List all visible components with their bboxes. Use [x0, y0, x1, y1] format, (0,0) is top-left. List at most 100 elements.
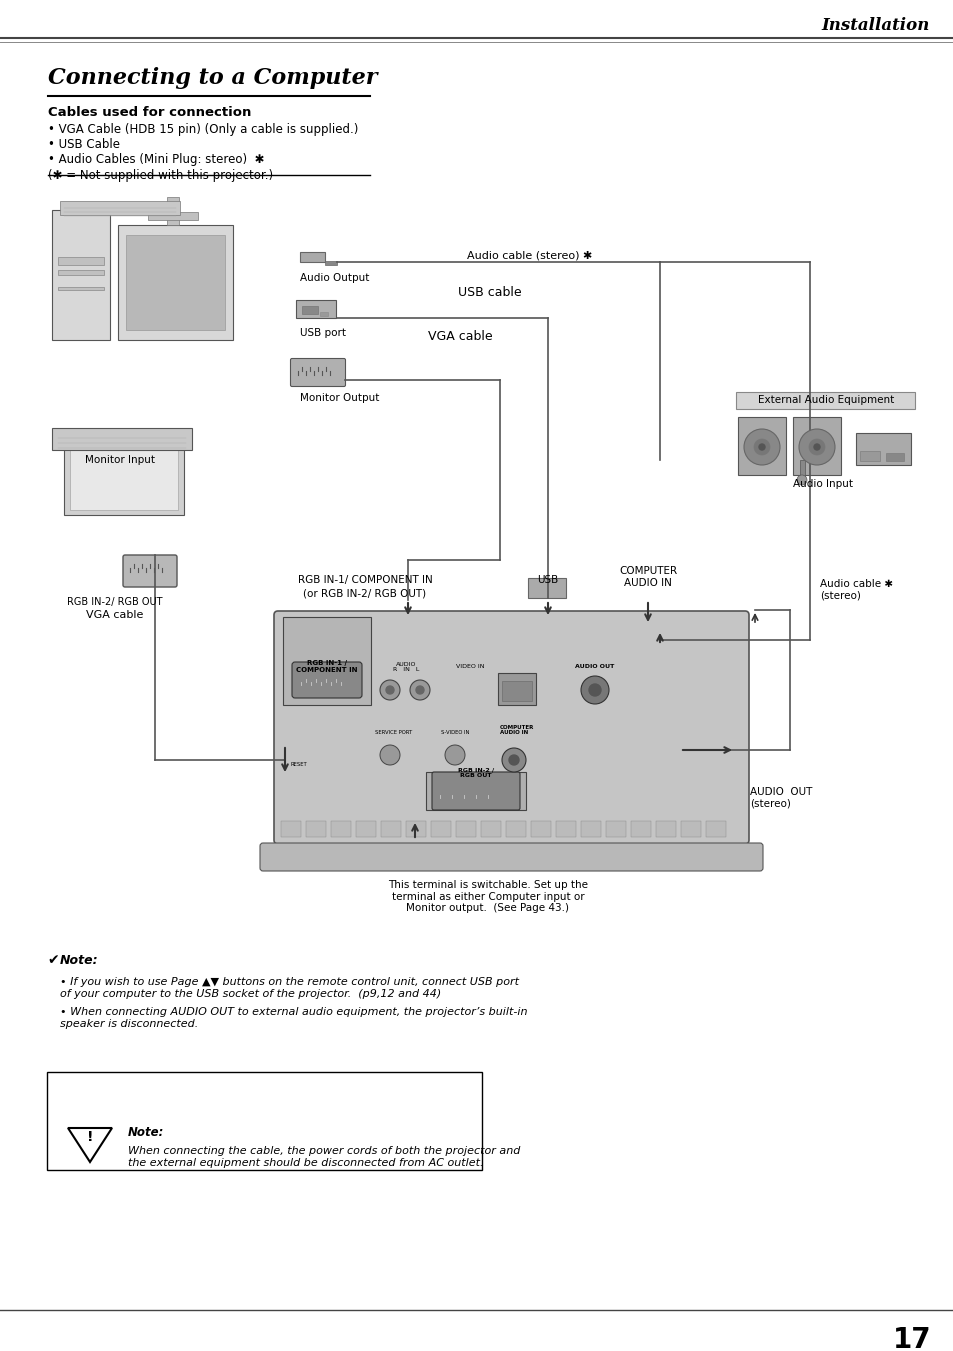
- Bar: [302, 305, 317, 313]
- Text: AUDIO  OUT
(stereo): AUDIO OUT (stereo): [749, 788, 812, 809]
- Text: Installation: Installation: [821, 16, 929, 34]
- Bar: [299, 253, 325, 262]
- Text: This terminal is switchable. Set up the
terminal as either Computer input or
Mon: This terminal is switchable. Set up the …: [388, 880, 587, 913]
- Text: USB: USB: [537, 576, 558, 585]
- FancyBboxPatch shape: [274, 611, 748, 844]
- Bar: [281, 821, 301, 838]
- Bar: [605, 821, 625, 838]
- Circle shape: [813, 444, 820, 450]
- Bar: [58, 286, 104, 290]
- Text: COMPUTER
AUDIO IN: COMPUTER AUDIO IN: [618, 566, 677, 588]
- Bar: [306, 821, 326, 838]
- Text: • USB Cable: • USB Cable: [48, 139, 120, 151]
- Text: USB cable: USB cable: [457, 286, 521, 300]
- Text: Monitor Input: Monitor Input: [85, 455, 154, 465]
- Text: (or RGB IN-2/ RGB OUT): (or RGB IN-2/ RGB OUT): [303, 588, 426, 598]
- Bar: [859, 451, 879, 461]
- Bar: [480, 821, 500, 838]
- Bar: [792, 417, 841, 476]
- Circle shape: [580, 676, 608, 704]
- Bar: [325, 261, 336, 265]
- Bar: [52, 428, 192, 450]
- Bar: [505, 821, 525, 838]
- Text: • When connecting AUDIO OUT to external audio equipment, the projector’s built-i: • When connecting AUDIO OUT to external …: [60, 1006, 527, 1028]
- Circle shape: [379, 680, 399, 700]
- Text: AUDIO
R   IN   L: AUDIO R IN L: [393, 662, 418, 673]
- FancyBboxPatch shape: [735, 392, 914, 409]
- Bar: [118, 226, 233, 340]
- Bar: [60, 201, 180, 215]
- Text: RESET: RESET: [291, 762, 308, 767]
- Circle shape: [501, 748, 525, 771]
- Text: Audio Output: Audio Output: [299, 273, 369, 282]
- Text: Audio Input: Audio Input: [792, 480, 852, 489]
- FancyBboxPatch shape: [292, 662, 361, 698]
- Text: COMPUTER
AUDIO IN: COMPUTER AUDIO IN: [499, 724, 534, 735]
- Bar: [501, 681, 532, 701]
- Bar: [580, 821, 600, 838]
- Bar: [52, 209, 110, 340]
- FancyBboxPatch shape: [123, 555, 177, 586]
- Circle shape: [796, 476, 806, 485]
- Bar: [58, 270, 104, 276]
- Text: AUDIO OUT: AUDIO OUT: [575, 665, 614, 670]
- Text: ✔: ✔: [47, 952, 58, 967]
- Bar: [738, 417, 785, 476]
- Bar: [426, 771, 525, 811]
- Bar: [47, 1071, 481, 1170]
- FancyBboxPatch shape: [432, 771, 519, 811]
- Text: RGB IN-1 /
COMPONENT IN: RGB IN-1 / COMPONENT IN: [296, 661, 357, 674]
- Bar: [319, 312, 328, 316]
- Bar: [295, 300, 335, 317]
- Polygon shape: [68, 1128, 112, 1162]
- Circle shape: [509, 755, 518, 765]
- Text: • VGA Cable (HDB 15 pin) (Only a cable is supplied.): • VGA Cable (HDB 15 pin) (Only a cable i…: [48, 123, 358, 136]
- Circle shape: [743, 430, 780, 465]
- Circle shape: [799, 430, 834, 465]
- Bar: [355, 821, 375, 838]
- Text: External Audio Equipment: External Audio Equipment: [757, 394, 893, 405]
- Text: Cables used for connection: Cables used for connection: [48, 107, 251, 119]
- Bar: [58, 257, 104, 265]
- Bar: [855, 434, 910, 465]
- Text: SERVICE PORT: SERVICE PORT: [375, 731, 412, 735]
- FancyBboxPatch shape: [260, 843, 762, 871]
- Bar: [331, 821, 351, 838]
- Text: VIDEO IN: VIDEO IN: [456, 665, 484, 670]
- Bar: [497, 673, 536, 705]
- Text: (✱ = Not supplied with this projector.): (✱ = Not supplied with this projector.): [48, 169, 273, 181]
- Circle shape: [444, 744, 464, 765]
- Text: RGB IN-2 /
RGB OUT: RGB IN-2 / RGB OUT: [457, 767, 494, 778]
- FancyBboxPatch shape: [291, 358, 345, 386]
- Bar: [680, 821, 700, 838]
- Circle shape: [416, 686, 423, 694]
- Text: RGB IN-2/ RGB OUT: RGB IN-2/ RGB OUT: [67, 597, 163, 607]
- Bar: [406, 821, 426, 838]
- Circle shape: [379, 744, 399, 765]
- Text: When connecting the cable, the power cords of both the projector and
the externa: When connecting the cable, the power cor…: [128, 1146, 519, 1167]
- Bar: [167, 197, 179, 226]
- Bar: [283, 617, 371, 705]
- Text: VGA cable: VGA cable: [86, 611, 144, 620]
- Bar: [64, 430, 184, 515]
- Bar: [705, 821, 725, 838]
- Text: VGA cable: VGA cable: [427, 331, 492, 343]
- Text: USB port: USB port: [299, 328, 346, 338]
- Text: RGB IN-1/ COMPONENT IN: RGB IN-1/ COMPONENT IN: [297, 576, 432, 585]
- Bar: [531, 821, 551, 838]
- Text: Note:: Note:: [60, 954, 98, 966]
- Bar: [556, 821, 576, 838]
- Bar: [800, 459, 804, 482]
- Bar: [126, 235, 225, 330]
- Text: Audio cable (stereo) ✱: Audio cable (stereo) ✱: [467, 250, 592, 259]
- Bar: [656, 821, 676, 838]
- Circle shape: [410, 680, 430, 700]
- Text: !: !: [87, 1129, 93, 1144]
- Text: S-VIDEO IN: S-VIDEO IN: [440, 731, 469, 735]
- Text: Audio cable ✱
(stereo): Audio cable ✱ (stereo): [820, 580, 892, 601]
- Text: 17: 17: [892, 1325, 930, 1351]
- Circle shape: [808, 439, 824, 455]
- Text: Connecting to a Computer: Connecting to a Computer: [48, 68, 377, 89]
- Text: Note:: Note:: [128, 1125, 164, 1139]
- Bar: [885, 453, 903, 461]
